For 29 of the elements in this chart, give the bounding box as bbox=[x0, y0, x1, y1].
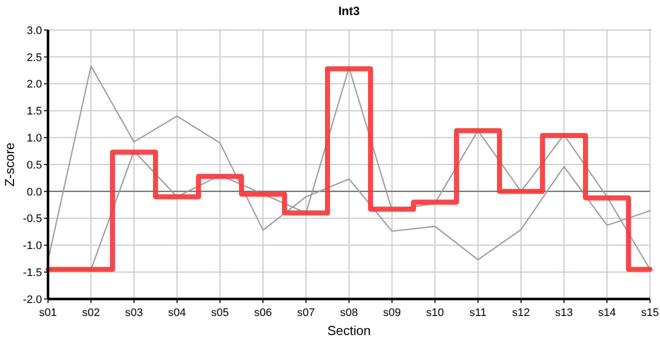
y-axis-title: Z-score bbox=[2, 142, 17, 187]
x-tick-label: s05 bbox=[211, 307, 229, 319]
y-tick-label: 2.5 bbox=[26, 52, 42, 64]
y-tick-label: 3.0 bbox=[26, 24, 42, 37]
y-tick-label: 0.0 bbox=[26, 186, 42, 198]
x-tick-label: s13 bbox=[555, 307, 573, 319]
x-tick-label: s03 bbox=[125, 307, 143, 319]
y-tick-label: 1.0 bbox=[26, 132, 42, 144]
y-tick-label: 0.5 bbox=[26, 159, 42, 172]
x-tick-label: s12 bbox=[512, 307, 530, 319]
y-tick-label: -1.5 bbox=[23, 266, 42, 279]
x-tick-label: s07 bbox=[297, 307, 315, 319]
y-tick-label: -2.0 bbox=[23, 294, 42, 306]
x-tick-label: s11 bbox=[470, 307, 486, 319]
chart-title: Int3 bbox=[338, 4, 360, 18]
x-tick-label: s02 bbox=[82, 307, 100, 319]
x-tick-label: s08 bbox=[340, 307, 358, 319]
x-tick-label: s06 bbox=[254, 307, 272, 319]
x-tick-label: s09 bbox=[383, 307, 401, 319]
x-tick-label: s10 bbox=[426, 307, 444, 319]
y-tick-label: 2.0 bbox=[26, 78, 42, 91]
x-tick-label: s04 bbox=[168, 307, 186, 319]
x-axis-title: Section bbox=[327, 323, 371, 338]
x-tick-label: s14 bbox=[598, 307, 616, 319]
y-tick-label: 1.5 bbox=[26, 106, 42, 118]
x-tick-label: s01 bbox=[39, 307, 57, 319]
y-tick-label: -1.0 bbox=[23, 240, 42, 252]
y-tick-label: -0.5 bbox=[23, 213, 42, 226]
x-tick-label: s15 bbox=[641, 307, 659, 319]
